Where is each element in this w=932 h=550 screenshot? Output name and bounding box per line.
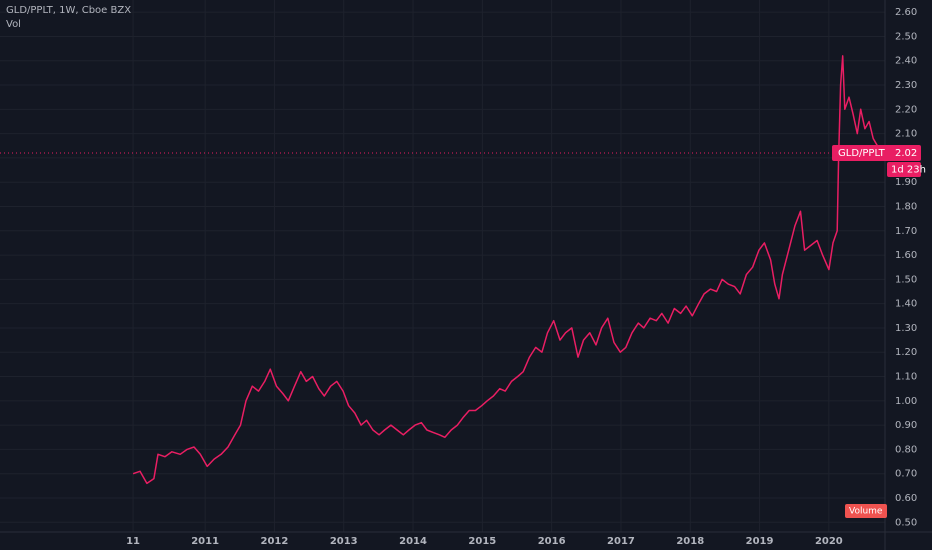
axes: 0.50 0.60 0.70 0.80 0.90 1.00 1.10 1.20 1.30 1.40… [126, 7, 926, 547]
x-tick-label: 11 [126, 536, 140, 547]
current-price-name: GLD/PPLT [838, 148, 886, 159]
current-price-value: 2.02 [895, 148, 917, 159]
y-tick-label: 0.90 [895, 420, 917, 431]
x-tick-label: 2013 [330, 536, 358, 547]
y-tick-label: 1.10 [895, 372, 917, 383]
volume-badge [845, 504, 887, 518]
y-tick-label: 1.50 [895, 274, 917, 285]
y-tick-label: 0.70 [895, 469, 917, 480]
countdown: 1d 23h [891, 165, 926, 176]
y-tick-label: 0.80 [895, 444, 917, 455]
y-tick-label: 2.50 [895, 31, 917, 42]
y-tick-label: 1.30 [895, 323, 917, 334]
x-tick-label: 2018 [676, 536, 704, 547]
plot [0, 55, 885, 485]
chart-title: GLD/PPLT, 1W, Cboe BZX [6, 5, 131, 16]
y-tick-label: 1.90 [895, 177, 917, 188]
y-tick-label: 2.30 [895, 80, 917, 91]
y-tick-label: 1.40 [895, 299, 917, 310]
x-tick-label: 2019 [746, 536, 774, 547]
price-line [132, 55, 879, 485]
y-tick-label: 1.80 [895, 201, 917, 212]
x-tick-label: 2014 [399, 536, 427, 547]
x-tick-label: 2012 [261, 536, 289, 547]
grid [0, 0, 885, 532]
x-tick-label: 2020 [815, 536, 843, 547]
y-tick-label: 1.20 [895, 347, 917, 358]
x-tick-label: 2017 [607, 536, 635, 547]
y-tick-label: 1.70 [895, 226, 917, 237]
countdown-badge [887, 162, 921, 178]
y-tick-label: 1.00 [895, 396, 917, 407]
current-price-badge [832, 145, 921, 162]
y-tick-label: 2.40 [895, 56, 917, 67]
x-tick-label: 2011 [191, 536, 219, 547]
y-tick-label: 2.20 [895, 104, 917, 115]
y-tick-label: 0.60 [895, 493, 917, 504]
y-tick-label: 2.10 [895, 129, 917, 140]
y-tick-label: 2.60 [895, 7, 917, 18]
x-tick-label: 2016 [538, 536, 566, 547]
x-tick-label: 2015 [468, 536, 496, 547]
volume-label: Volume [849, 507, 883, 517]
y-tick-label: 0.50 [895, 517, 917, 528]
indicator-name: Vol [6, 19, 21, 30]
y-tick-label: 1.60 [895, 250, 917, 261]
